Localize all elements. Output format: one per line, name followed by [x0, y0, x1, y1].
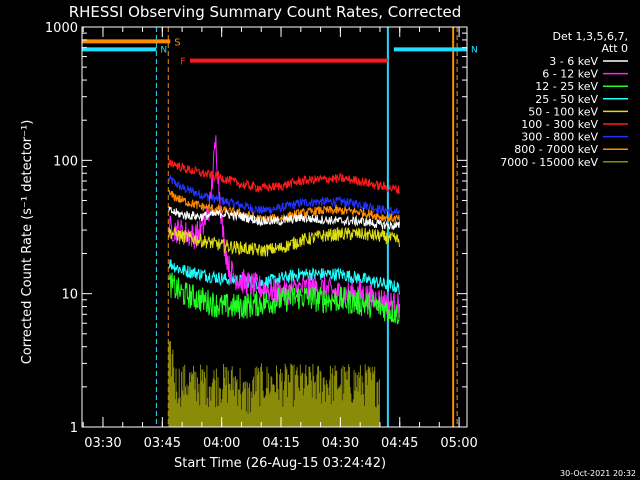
series-line-6 — [168, 175, 400, 216]
legend-label-0: 3 - 6 keV — [549, 55, 598, 68]
x-tick-label-1: 03:45 — [144, 436, 181, 451]
legend-label-5: 100 - 300 keV — [521, 118, 598, 131]
series-line-2 — [168, 272, 400, 325]
x-tick-label-0: 03:30 — [84, 436, 121, 451]
x-tick-label-3: 04:15 — [262, 436, 299, 451]
plot-frame — [81, 26, 468, 428]
legend-label-2: 12 - 25 keV — [535, 80, 598, 93]
legend-label-7: 800 - 7000 keV — [514, 143, 598, 156]
legend-header-2: Att 0 — [602, 42, 628, 55]
legend-label-3: 25 - 50 keV — [535, 93, 598, 106]
footer-timestamp: 30-Oct-2021 20:32 — [560, 469, 636, 478]
x-axis-label: Start Time (26-Aug-15 03:24:42) — [174, 456, 386, 471]
legend-label-6: 300 - 800 keV — [521, 131, 598, 144]
y-tick-label-2: 100 — [53, 154, 78, 169]
y-tick-label-1: 10 — [61, 288, 78, 303]
x-tick-label-6: 05:00 — [440, 436, 477, 451]
plot-area: SN NF — [82, 27, 478, 427]
series-line-5 — [168, 158, 400, 195]
x-tick-label-4: 04:30 — [322, 436, 359, 451]
series-line-0 — [168, 206, 400, 230]
axes: 1 10 100 1000 03:30 03:45 04:00 04:15 04:30 04:45… — [45, 21, 478, 451]
flag-label-2: N — [471, 45, 478, 55]
x-tick-label-2: 04:00 — [203, 436, 240, 451]
legend-header-1: Det 1,3,5,6,7, — [552, 30, 628, 43]
chart-title: RHESSI Observing Summary Count Rates, Co… — [69, 3, 462, 21]
series-line-4 — [168, 226, 400, 257]
legend-label-8: 7000 - 15000 keV — [500, 156, 598, 169]
series-line-8 — [168, 341, 380, 427]
flag-label-3: F — [180, 57, 186, 68]
legend-label-4: 50 - 100 keV — [528, 105, 598, 118]
y-tick-label-0: 1 — [70, 421, 78, 436]
x-tick-label-5: 04:45 — [381, 436, 418, 451]
flag-label-0: S — [174, 37, 180, 48]
legend-label-1: 6 - 12 keV — [542, 68, 598, 81]
y-tick-label-3: 1000 — [45, 21, 78, 36]
y-axis-label: Corrected Count Rate (s⁻¹ detector⁻¹) — [20, 120, 35, 365]
flag-label-1: N — [160, 45, 167, 55]
series-line-3 — [168, 259, 400, 295]
